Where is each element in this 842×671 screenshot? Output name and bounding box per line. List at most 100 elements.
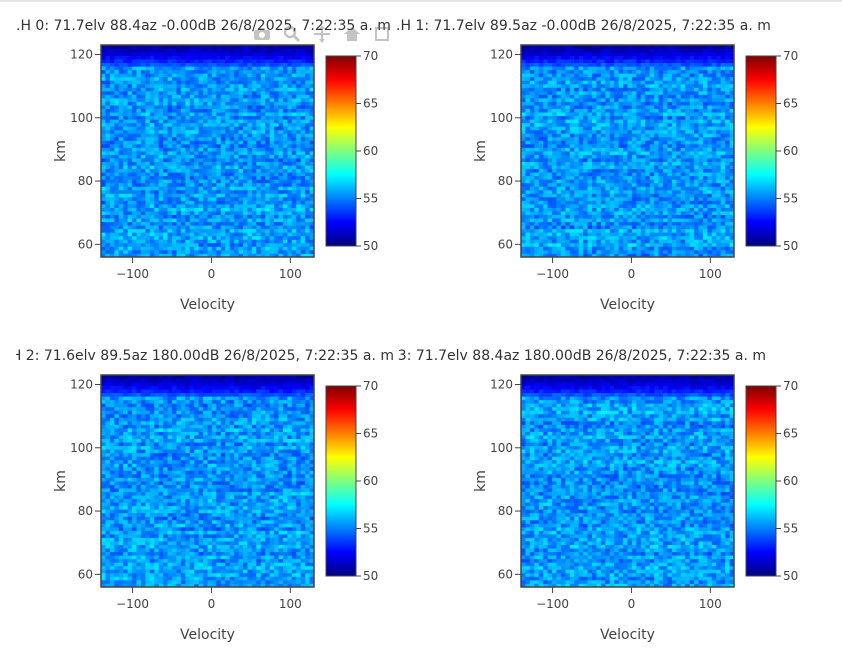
heatmap-cell	[614, 140, 620, 145]
heatmap-cell	[631, 196, 637, 201]
heatmap-cell	[234, 73, 239, 78]
pan-icon[interactable]	[312, 25, 332, 43]
heatmap-cell	[305, 204, 310, 208]
heatmap-cell	[278, 225, 284, 230]
heatmap-cell	[574, 119, 580, 124]
heatmap-cell	[529, 242, 535, 247]
heatmap-cell	[114, 253, 120, 258]
heatmap-cell	[180, 182, 186, 187]
heatmap-cell	[189, 76, 195, 81]
heatmap-cell	[194, 122, 200, 127]
heatmap-cell	[560, 225, 566, 230]
heatmap-cell	[725, 186, 730, 191]
heatmap-cell	[118, 115, 124, 120]
heatmap-cell	[247, 108, 253, 113]
heatmap-cell	[680, 119, 686, 124]
heatmap-cell	[521, 101, 526, 106]
heatmap-cell	[291, 225, 297, 230]
heatmap-cell	[658, 158, 664, 162]
heatmap-cell	[685, 136, 691, 141]
heatmap-cell	[707, 172, 713, 177]
heatmap-cell	[667, 136, 673, 141]
heatmap-cell	[118, 242, 124, 247]
heatmap-cell	[269, 249, 275, 254]
heatmap-cell	[725, 140, 730, 145]
heatmap-cell	[229, 119, 235, 124]
heatmap-cell	[282, 62, 288, 67]
heatmap-cell	[238, 235, 244, 240]
heatmap-cell	[167, 52, 173, 56]
heatmap-cell	[623, 253, 628, 258]
heatmap-cell	[189, 62, 195, 67]
heatmap-cell	[640, 112, 646, 117]
heatmap-cell	[543, 200, 549, 205]
heatmap-cell	[114, 196, 120, 201]
heatmap-cell	[671, 214, 677, 219]
heatmap-cell	[583, 140, 588, 145]
heatmap-cell	[123, 228, 129, 233]
heatmap-cell	[583, 136, 588, 141]
camera-icon[interactable]	[252, 25, 272, 43]
heatmap-cell	[158, 242, 164, 247]
heatmap-cell	[176, 129, 182, 134]
heatmap-cell	[296, 168, 302, 173]
heatmap-cell	[172, 105, 177, 109]
autoscale-icon[interactable]	[372, 25, 392, 43]
heatmap-cell	[136, 87, 142, 92]
zoom-icon[interactable]	[282, 25, 302, 43]
heatmap-cell	[247, 200, 253, 205]
heatmap-cell	[109, 122, 115, 127]
heatmap-cell	[207, 140, 213, 145]
heatmap-cell	[269, 129, 275, 134]
home-icon[interactable]	[342, 25, 362, 43]
heatmap-cell	[649, 158, 655, 162]
heatmap-cell	[163, 196, 168, 201]
heatmap-cell	[132, 133, 137, 138]
heatmap-cell	[716, 207, 722, 212]
heatmap-cell	[627, 119, 633, 124]
heatmap-cell	[118, 101, 124, 106]
heatmap-cell	[649, 151, 655, 155]
heatmap-cell	[627, 242, 633, 247]
heatmap-cell	[234, 214, 239, 219]
heatmap-cell	[654, 200, 659, 205]
heatmap-cell	[176, 246, 182, 251]
heatmap-cell	[211, 122, 217, 127]
heatmap-cell	[663, 158, 668, 162]
heatmap-cell	[140, 204, 146, 208]
heatmap-cell	[636, 158, 642, 162]
heatmap-cell	[265, 200, 271, 205]
heatmap-cell	[216, 143, 222, 148]
heatmap-cell	[176, 218, 182, 223]
heatmap-cell	[140, 90, 146, 95]
heatmap-cell	[583, 161, 588, 166]
heatmap-cell	[265, 140, 271, 145]
heatmap-cell	[198, 151, 204, 155]
heatmap-cell	[574, 112, 580, 117]
heatmap-cell	[220, 204, 226, 208]
heatmap-cell	[234, 62, 239, 67]
heatmap-cell	[225, 242, 231, 247]
heatmap-cell	[140, 133, 146, 138]
heatmap-cell	[560, 105, 566, 109]
heatmap-cell	[574, 154, 580, 159]
heatmap-cell	[123, 55, 129, 60]
heatmap-cell	[707, 239, 713, 244]
heatmap-cell	[274, 225, 279, 230]
heatmap-cell	[525, 225, 531, 230]
heatmap-cell	[725, 154, 730, 159]
heatmap-cell	[265, 90, 271, 95]
heatmap-cell	[189, 87, 195, 92]
heatmap-cell	[180, 154, 186, 159]
heatmap-cell	[702, 242, 708, 247]
heatmap-cell	[251, 161, 257, 166]
heatmap-cell	[247, 87, 253, 92]
heatmap-cell	[123, 182, 129, 187]
heatmap-cell	[274, 154, 279, 159]
heatmap-cell	[207, 154, 213, 159]
heatmap-cell	[631, 204, 637, 208]
heatmap-cell	[574, 147, 580, 152]
heatmap-cell	[101, 218, 106, 223]
